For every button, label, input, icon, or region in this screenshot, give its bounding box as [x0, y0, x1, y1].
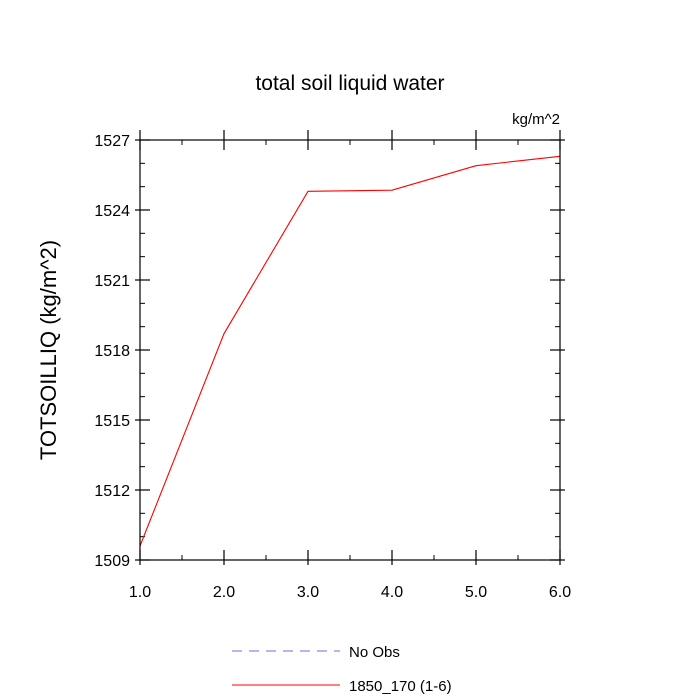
- y-tick-label: 1512: [94, 483, 130, 500]
- x-tick-label: 3.0: [297, 584, 319, 601]
- legend-label: No Obs: [349, 644, 400, 661]
- y-tick-label: 1521: [94, 273, 130, 290]
- y-tick-label: 1518: [94, 343, 130, 360]
- major-ticks: [135, 130, 565, 565]
- y-tick-label: 1524: [94, 203, 130, 220]
- legend: No Obs 1850_170 (1-6): [232, 644, 452, 695]
- y-axis-label: TOTSOILLIQ (kg/m^2): [36, 240, 61, 460]
- x-tick-label: 5.0: [465, 584, 487, 601]
- x-tick-label: 4.0: [381, 584, 403, 601]
- y-tick-label: 1509: [94, 553, 130, 570]
- x-tick-label: 6.0: [549, 584, 571, 601]
- minor-ticks: [140, 140, 560, 560]
- y-tick-label: 1515: [94, 413, 130, 430]
- units-label: kg/m^2: [512, 111, 560, 128]
- series-line: [139, 155, 561, 547]
- legend-label: 1850_170 (1-6): [349, 678, 452, 695]
- y-tick-labels: 1509 1512 1515 1518 1521 1524 1527: [94, 133, 130, 570]
- y-tick-label: 1527: [94, 133, 130, 150]
- plot-frame: [139, 139, 561, 561]
- series-layer: [139, 155, 561, 547]
- x-tick-label: 2.0: [213, 584, 235, 601]
- x-tick-labels: 1.0 2.0 3.0 4.0 5.0 6.0: [129, 584, 571, 601]
- chart-title: total soil liquid water: [255, 72, 444, 95]
- x-tick-label: 1.0: [129, 584, 151, 601]
